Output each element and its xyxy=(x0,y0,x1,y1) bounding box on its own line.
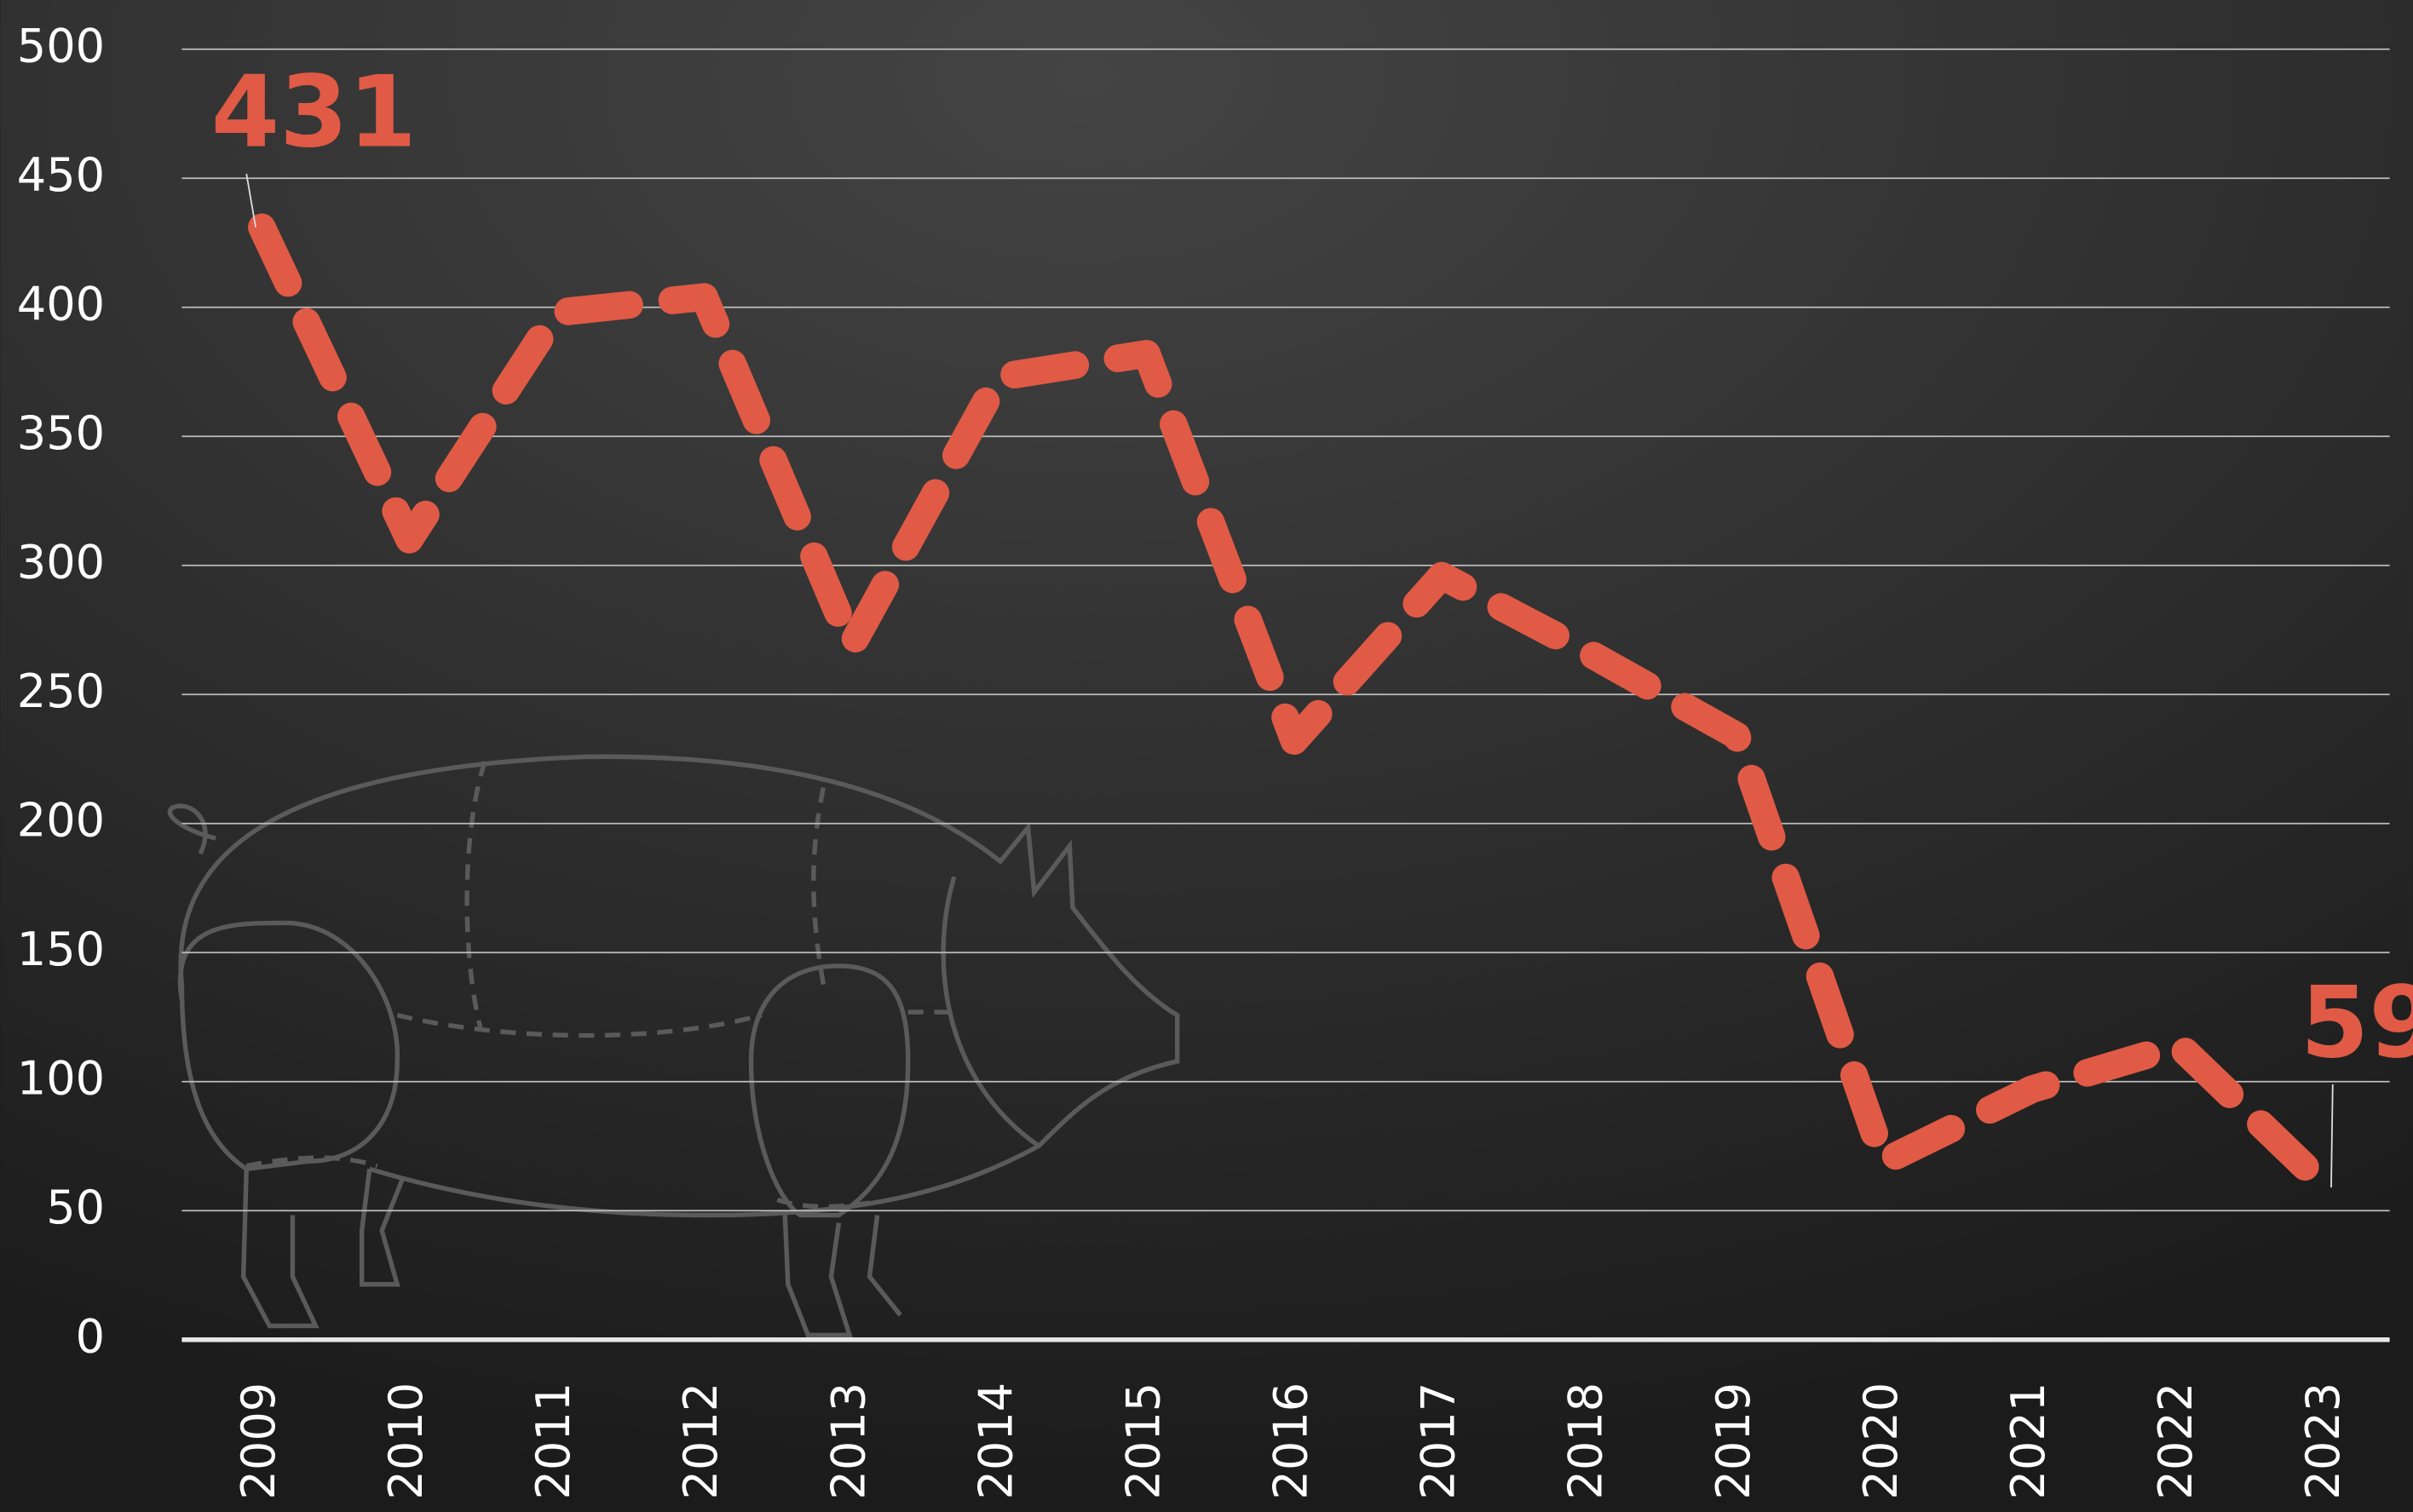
y-tick-label: 350 xyxy=(17,406,105,460)
x-tick-label: 2010 xyxy=(379,1383,433,1500)
x-tick-label: 2014 xyxy=(969,1383,1022,1500)
x-tick-label: 2009 xyxy=(232,1383,285,1500)
x-tick-label: 2017 xyxy=(1412,1383,1466,1500)
value-label: 59 xyxy=(2301,967,2413,1081)
x-tick-label: 2015 xyxy=(1116,1383,1170,1500)
value-label: 431 xyxy=(211,56,417,170)
x-tick-label: 2019 xyxy=(1707,1383,1760,1500)
x-tick-label: 2020 xyxy=(1854,1383,1908,1500)
y-tick-label: 450 xyxy=(17,148,105,202)
y-tick-label: 0 xyxy=(76,1309,105,1363)
x-tick-label: 2016 xyxy=(1264,1383,1318,1500)
x-tick-label: 2011 xyxy=(527,1383,580,1500)
x-tick-label: 2023 xyxy=(2296,1383,2350,1500)
y-tick-label: 500 xyxy=(17,19,105,72)
y-tick-label: 400 xyxy=(17,277,105,331)
x-tick-label: 2022 xyxy=(2149,1383,2203,1500)
y-tick-label: 50 xyxy=(46,1181,105,1234)
x-tick-label: 2021 xyxy=(2001,1383,2055,1500)
y-tick-label: 200 xyxy=(17,793,105,847)
x-tick-label: 2018 xyxy=(1559,1383,1613,1500)
x-tick-label: 2013 xyxy=(821,1383,875,1500)
chart: 0 50 100 150 200 250 300 350 400 450 500 2009 2010 20… xyxy=(0,0,2413,1512)
y-tick-label: 150 xyxy=(17,923,105,976)
y-tick-label: 300 xyxy=(17,535,105,589)
page: 0 50 100 150 200 250 300 350 400 450 500 2009 2010 20… xyxy=(0,0,2413,1512)
y-tick-label: 250 xyxy=(17,664,105,718)
y-tick-label: 100 xyxy=(17,1051,105,1105)
x-tick-label: 2012 xyxy=(674,1383,728,1500)
